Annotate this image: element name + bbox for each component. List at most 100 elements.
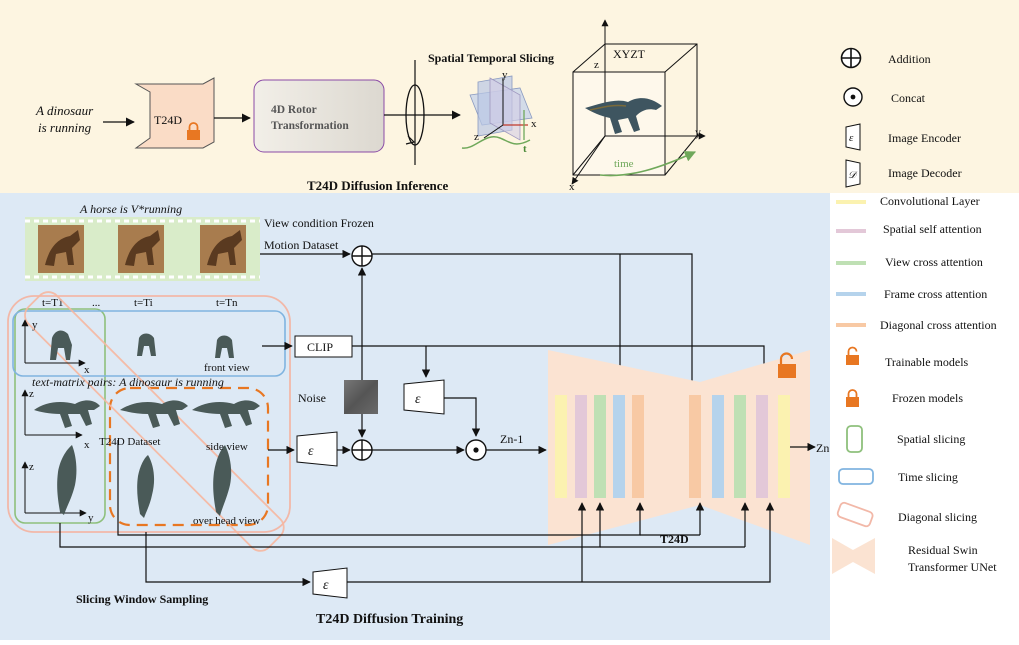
- slicing-axis-y: y: [502, 69, 508, 81]
- legend-frame-cross: Frame cross attention: [884, 287, 987, 301]
- mid-addition-icon: [351, 439, 373, 461]
- top-addition-icon: [351, 245, 373, 267]
- side-axes: [21, 389, 83, 439]
- legend-unet-swatch: [832, 538, 875, 574]
- legend-lock-closed-icon: [846, 389, 859, 407]
- slicing-title: Spatial Temporal Slicing: [428, 51, 554, 65]
- side-axis-x: x: [84, 439, 90, 451]
- front-axes: [21, 319, 86, 367]
- horse-image: [118, 225, 164, 273]
- time-ti: t=Ti: [134, 297, 153, 309]
- concat-icon: [465, 439, 487, 461]
- cube-axis-y: y: [695, 125, 701, 139]
- unet-label: T24D: [660, 532, 689, 546]
- dataset-dashed-frame: [108, 386, 270, 527]
- slicing-planes-icon: [461, 75, 533, 149]
- t24d-inference-label: T24D: [154, 113, 182, 127]
- horse-film-strip: [25, 217, 260, 281]
- time-dots: ...: [92, 297, 101, 309]
- front-axis-y: y: [32, 319, 38, 331]
- training-title: T24D Diffusion Training: [316, 612, 463, 627]
- front-axis-x: x: [84, 364, 90, 376]
- legend-addition: Addition: [888, 52, 931, 66]
- front-view-label: front view: [204, 362, 250, 374]
- legend-image-encoder: Image Encoder: [888, 131, 961, 145]
- legend-image-decoder: Image Decoder: [888, 166, 962, 180]
- dataset-label: T24D Dataset: [99, 436, 160, 448]
- encoder-icon: [312, 567, 348, 599]
- legend-concat-icon: [843, 87, 863, 107]
- legend-frame-cross-swatch: [836, 292, 866, 296]
- slicing-axis-x: x: [531, 118, 537, 130]
- outer-pink-frame: [7, 295, 291, 533]
- rotor-label-line2: Transformation: [271, 120, 349, 132]
- noise-label: Noise: [298, 391, 326, 405]
- dinosaur-thumbnails: [34, 330, 260, 518]
- view-condition-label: View condition Frozen: [264, 216, 374, 230]
- legend-diagonal-slicing-swatch: [836, 501, 874, 528]
- legend-spatial-slicing-swatch: [846, 425, 863, 453]
- legend-decoder-icon: [845, 159, 861, 188]
- zn-label: Zn: [816, 441, 829, 455]
- rotation-icon: [405, 60, 425, 165]
- lock-closed-icon: [187, 122, 200, 140]
- legend-conv: Convolutional Layer: [880, 194, 980, 208]
- cube-axis-x: x: [569, 181, 575, 193]
- legend-time-slicing-swatch: [838, 468, 874, 485]
- legend-lock-open-icon: [846, 346, 859, 365]
- encoder-top-symbol: ε: [415, 392, 421, 407]
- dinosaur-image: [585, 98, 662, 134]
- encoder-icon: [403, 379, 445, 415]
- lock-open-icon: [778, 352, 796, 378]
- legend-view-cross-swatch: [836, 261, 866, 265]
- legend-encoder-icon: [845, 123, 861, 151]
- legend-view-cross: View cross attention: [885, 255, 983, 269]
- text-matrix-caption: text-matrix pairs: A dinosaur is running: [32, 375, 224, 389]
- noise-image: [344, 380, 378, 414]
- legend-time-slicing: Time slicing: [898, 470, 958, 484]
- sliding-window-label: Slicing Window Sampling: [76, 592, 208, 606]
- rotor-transformation-block: [253, 79, 385, 153]
- legend-diagonal-slicing: Diagonal slicing: [898, 510, 977, 524]
- legend-spatial-self-swatch: [836, 229, 866, 233]
- legend-unet-line2: Transformer UNet: [908, 560, 997, 574]
- legend-frozen: Frozen models: [892, 391, 963, 405]
- horse-caption: A horse is V*running: [79, 202, 182, 216]
- overhead-axis-y: y: [88, 512, 94, 524]
- zn-1-label: Zn-1: [500, 432, 523, 446]
- legend-conv-swatch: [836, 200, 866, 204]
- inference-prompt-line1: A dinosaur: [35, 103, 94, 118]
- legend-addition-icon: [840, 47, 862, 69]
- legend-encoder-symbol: ε: [849, 132, 854, 144]
- cube-label: XYZT: [613, 47, 646, 61]
- legend-spatial-slicing: Spatial slicing: [897, 432, 965, 446]
- slicing-axis-t: t: [523, 143, 527, 155]
- encoder-mid-symbol: ε: [308, 444, 314, 459]
- motion-dataset-label: Motion Dataset: [264, 238, 339, 252]
- cube-time-label: time: [614, 158, 634, 170]
- legend-spatial-self: Spatial self attention: [883, 222, 982, 236]
- overhead-axes: [21, 461, 87, 517]
- clip-label: CLIP: [307, 340, 333, 354]
- legend-unet-line1: Residual Swin: [908, 543, 978, 557]
- encoder-icon: [296, 431, 338, 467]
- horse-image: [200, 225, 246, 273]
- legend-concat: Concat: [891, 91, 926, 105]
- legend-diagonal-cross-swatch: [836, 323, 866, 327]
- inference-prompt-line2: is running: [38, 120, 92, 135]
- side-axis-z: z: [29, 388, 34, 400]
- slicing-axis-z: z: [474, 131, 479, 143]
- horse-image: [38, 225, 84, 273]
- cube-axis-z: z: [594, 59, 599, 71]
- unet-layers: [555, 395, 790, 498]
- overhead-axis-z: z: [29, 461, 34, 473]
- overhead-view-label: over head view: [193, 515, 260, 527]
- rotor-label-line1: 4D Rotor: [271, 104, 317, 116]
- time-t1: t=T1: [42, 297, 63, 309]
- legend-trainable: Trainable models: [885, 355, 969, 369]
- legend-diagonal-cross: Diagonal cross attention: [880, 318, 997, 332]
- encoder-bottom-symbol: ε: [323, 578, 329, 593]
- legend-decoder-symbol: 𝒟: [848, 170, 858, 181]
